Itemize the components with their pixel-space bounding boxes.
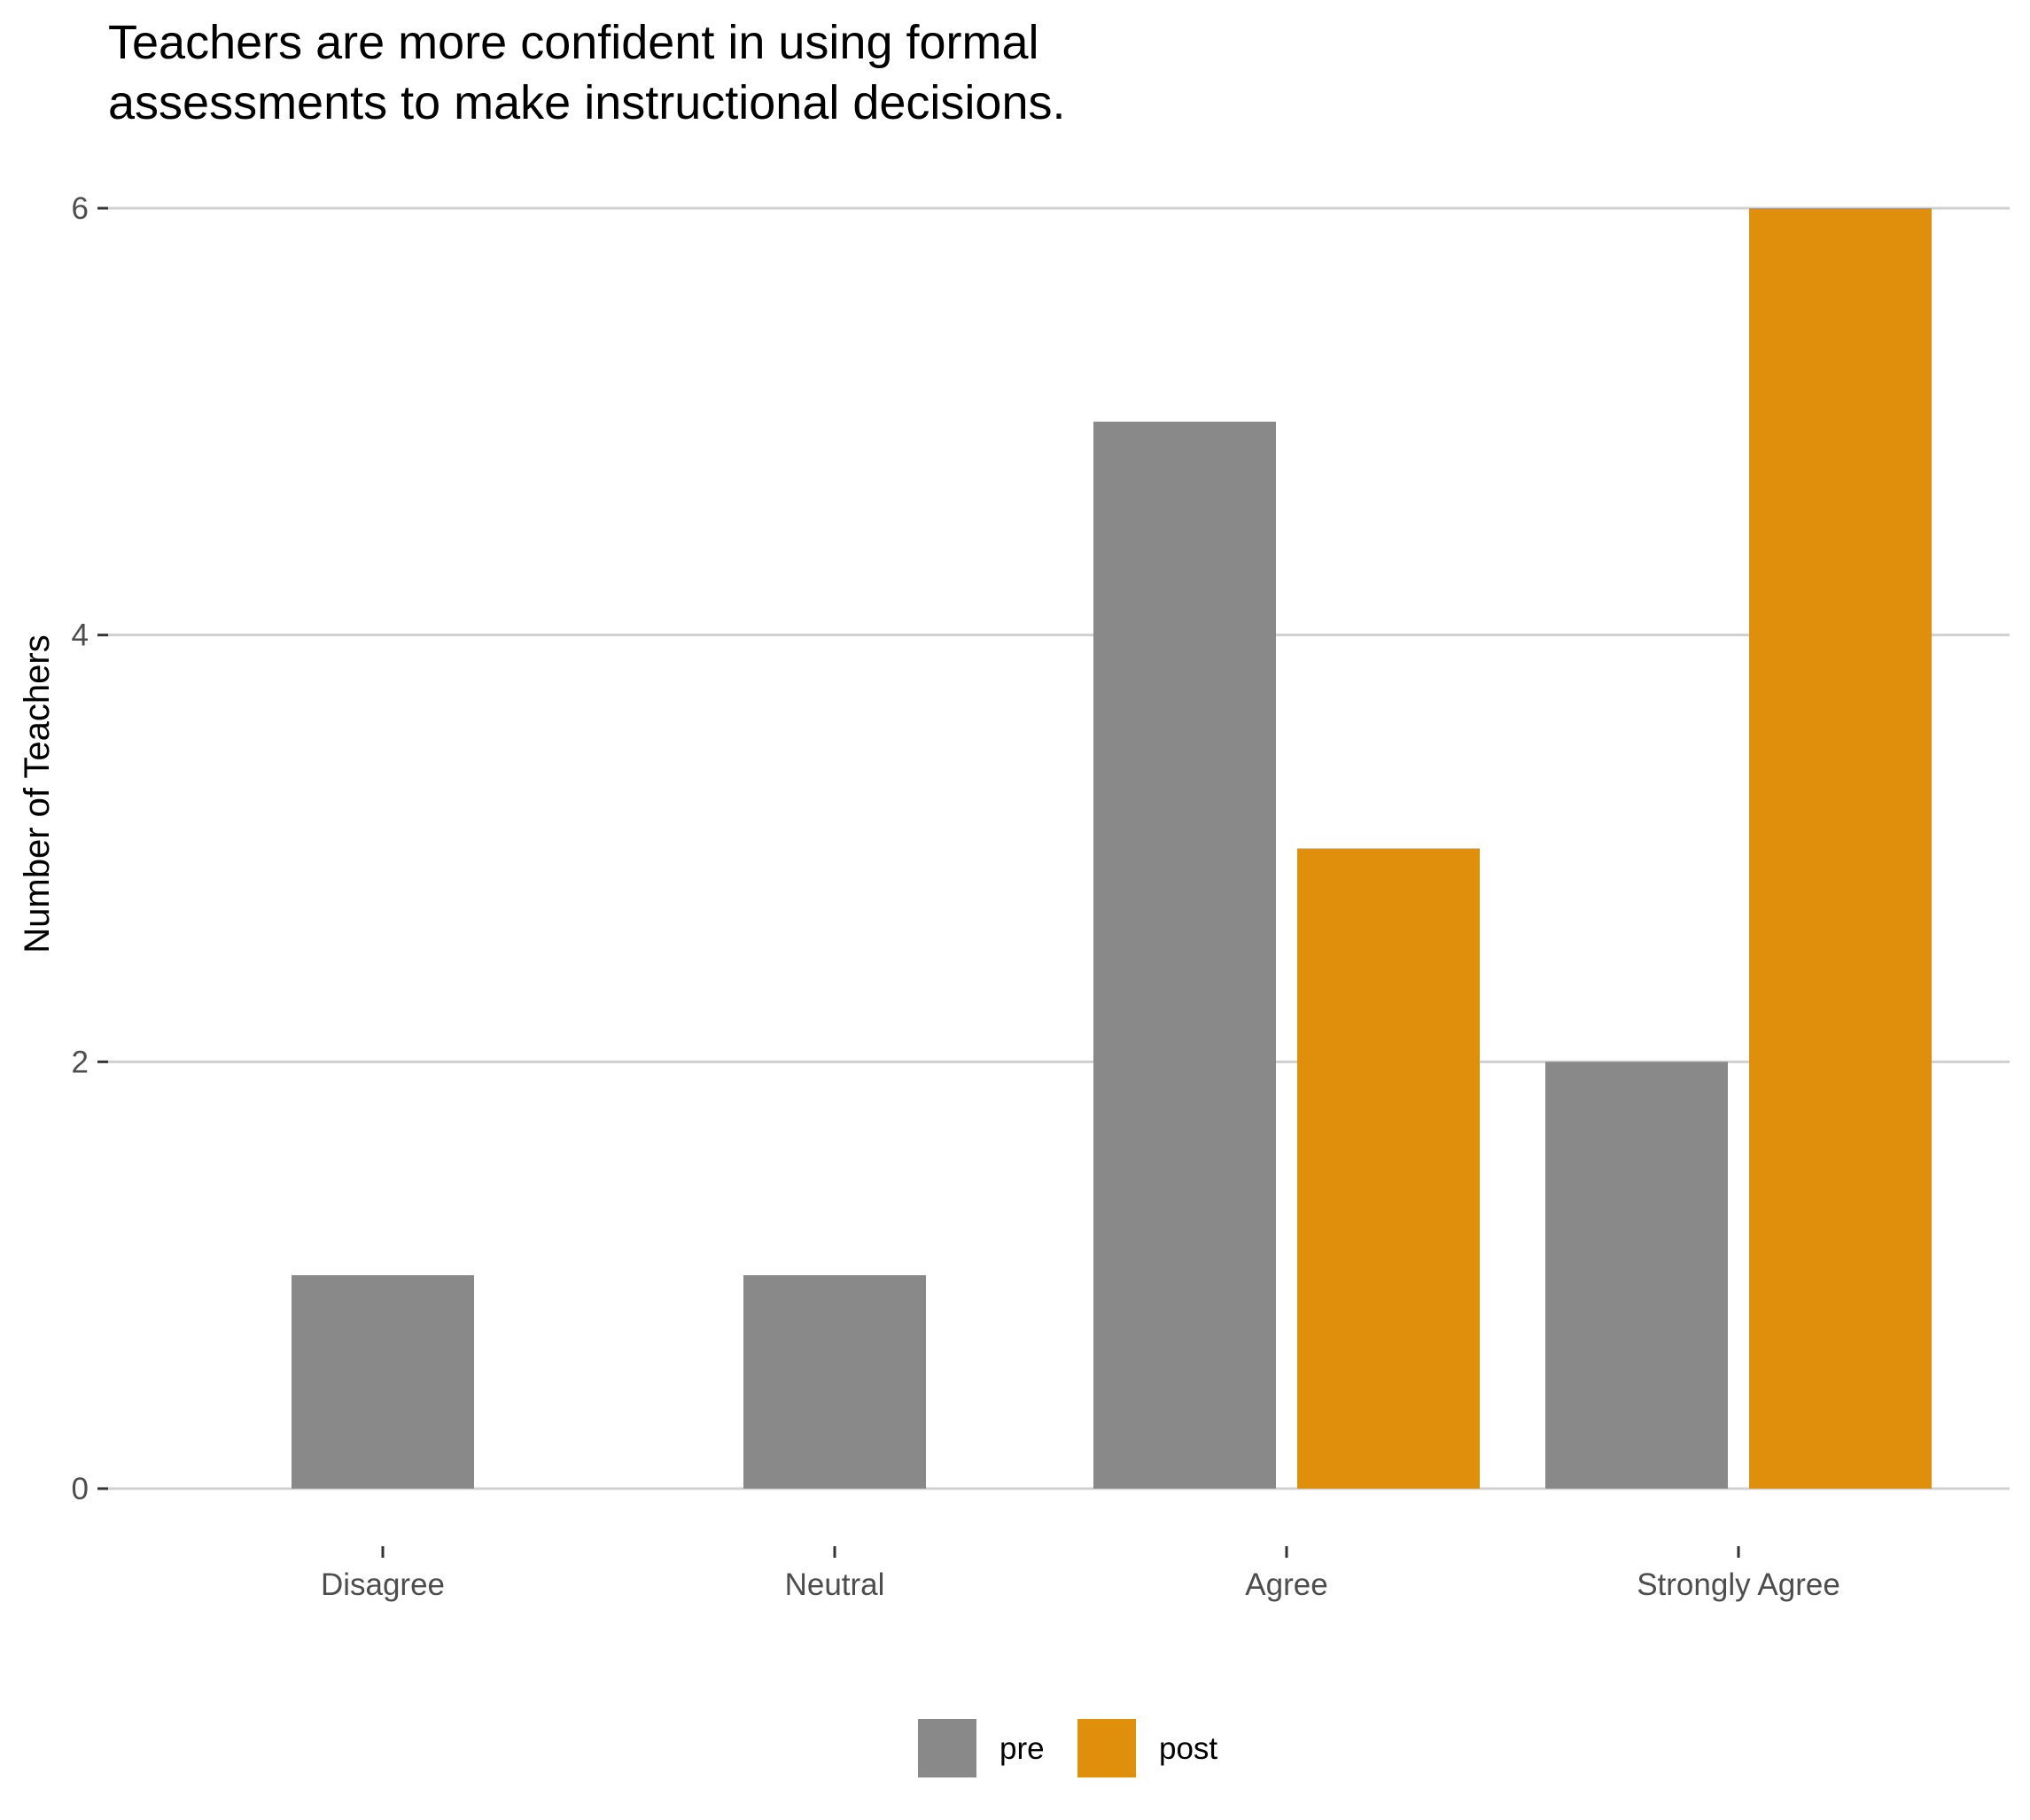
y-tick-label-0: 0 xyxy=(72,1472,89,1506)
y-axis: 0 2 4 6 xyxy=(72,191,108,1506)
x-tick-label-agree: Agree xyxy=(1245,1567,1327,1602)
bar-post-strongly-agree xyxy=(1749,208,1932,1489)
chart-title-line-1: Teachers are more confident in using for… xyxy=(108,16,1039,69)
x-axis: Disagree Neutral Agree Strongly Agree xyxy=(321,1546,1840,1602)
bar-pre-neutral xyxy=(743,1275,926,1489)
y-tick-label-6: 6 xyxy=(72,191,89,226)
bar-pre-disagree xyxy=(292,1275,474,1489)
legend-key-pre xyxy=(918,1719,976,1777)
y-tick-label-2: 2 xyxy=(72,1045,89,1079)
bar-post-agree xyxy=(1297,848,1480,1489)
x-tick-label-neutral: Neutral xyxy=(785,1567,885,1602)
bar-pre-agree xyxy=(1093,421,1276,1489)
chart-title: Teachers are more confident in using for… xyxy=(108,16,1065,129)
legend-key-post xyxy=(1077,1719,1136,1777)
y-tick-label-4: 4 xyxy=(72,618,89,653)
chart-title-line-2: assessments to make instructional decisi… xyxy=(108,76,1065,129)
legend-label-post: post xyxy=(1159,1731,1217,1766)
x-tick-label-strongly-agree: Strongly Agree xyxy=(1637,1567,1840,1602)
bars xyxy=(292,208,1932,1489)
y-axis-title: Number of Teachers xyxy=(18,634,57,953)
legend-label-pre: pre xyxy=(999,1731,1045,1766)
legend: pre post xyxy=(918,1719,1217,1777)
x-tick-label-disagree: Disagree xyxy=(321,1567,445,1602)
bar-pre-strongly-agree xyxy=(1545,1062,1728,1489)
